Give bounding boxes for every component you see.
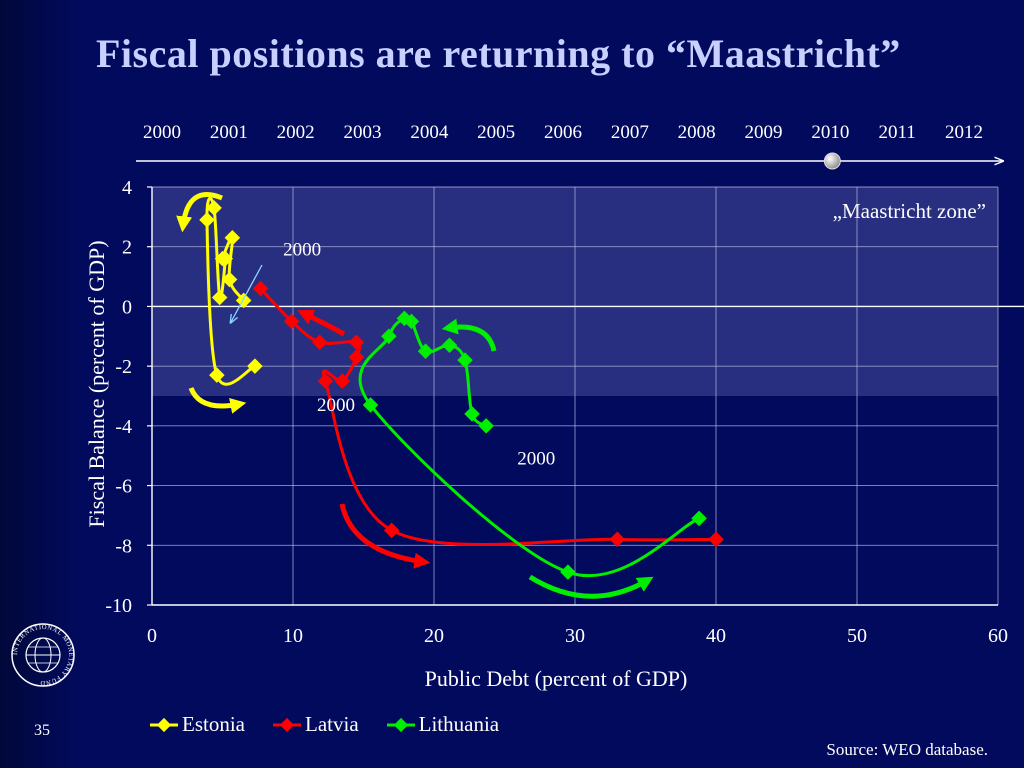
data-point [691, 510, 707, 527]
timeline-year-label: 2012 [945, 122, 983, 143]
x-tick-label: 60 [988, 625, 1008, 647]
data-point [560, 564, 576, 580]
y-tick-label: 0 [122, 296, 132, 318]
direction-arrow-lithuania-top [441, 318, 497, 352]
page-number: 35 [34, 722, 50, 739]
legend-label: Latvia [305, 712, 359, 736]
data-point [464, 406, 480, 422]
timeline-year-label: 2009 [745, 122, 783, 143]
legend-swatch [150, 717, 178, 732]
data-point [199, 212, 215, 228]
timeline-year-label: 2007 [611, 122, 649, 143]
y-tick-label: -4 [115, 416, 132, 438]
annotation-2000: 2000 [317, 395, 355, 416]
x-tick-label: 0 [147, 625, 157, 647]
direction-arrow-lithuania-bottom [528, 574, 654, 599]
timeline-year-label: 2008 [678, 122, 716, 143]
slide-title: Fiscal positions are returning to “Maast… [96, 31, 901, 76]
legend-label: Estonia [182, 712, 245, 736]
annotation-2000: 2000 [517, 449, 555, 470]
legend-swatch [386, 717, 415, 732]
timeline-year-label: 2006 [544, 122, 582, 143]
x-tick-label: 50 [847, 625, 867, 647]
x-tick-label: 40 [706, 625, 726, 647]
legend-item-lithuania: Lithuania [386, 712, 500, 737]
y-tick-label: 2 [122, 237, 132, 259]
direction-arrow-estonia-top [176, 192, 223, 233]
left-sidebar-strip [0, 0, 80, 768]
legend-item-estonia: Estonia [150, 712, 245, 737]
x-tick-label: 30 [565, 625, 585, 647]
legend-swatch [273, 717, 301, 732]
data-point [211, 289, 228, 306]
timeline-current-marker [823, 152, 841, 170]
imf-logo: INTERNATIONAL MONETARY FUND [11, 623, 75, 687]
direction-arrow-estonia-bottom [188, 386, 247, 414]
maastricht-zone-label: „Maastricht zone” [833, 199, 986, 223]
source-note: Source: WEO database. [826, 740, 988, 759]
data-point [206, 200, 222, 216]
legend-label: Lithuania [418, 712, 500, 736]
data-point [235, 292, 252, 309]
x-tick-label: 10 [283, 625, 303, 647]
y-tick-label: -6 [115, 476, 132, 498]
timeline-year-label: 2000 [143, 122, 181, 143]
y-tick-label: 4 [122, 177, 132, 199]
timeline-year-label: 2010 [811, 122, 849, 143]
x-axis-title: Public Debt (percent of GDP) [425, 666, 688, 691]
annotation-pointer [231, 264, 263, 322]
annotation-2000: 2000 [283, 240, 321, 261]
data-point [609, 531, 626, 548]
data-point [221, 271, 238, 288]
timeline-year-label: 2001 [210, 122, 248, 143]
x-tick-label: 20 [424, 625, 444, 647]
y-tick-label: -10 [105, 595, 132, 617]
timeline-year-label: 2002 [277, 122, 315, 143]
data-point [224, 229, 241, 246]
legend-item-latvia: Latvia [273, 712, 359, 737]
data-point [383, 522, 400, 539]
data-point [209, 367, 225, 383]
timeline-year-label: 2005 [477, 122, 515, 143]
y-axis-title: Fiscal Balance (percent of GDP) [84, 240, 109, 527]
data-point [478, 418, 494, 434]
direction-arrow-latvia-top [297, 309, 346, 337]
series-estonia [199, 197, 263, 386]
data-point [708, 531, 724, 548]
y-tick-label: -2 [115, 356, 132, 378]
timeline-year-label: 2011 [879, 122, 916, 143]
timeline-year-label: 2003 [344, 122, 382, 143]
direction-arrow-latvia-bottom [339, 503, 431, 569]
y-tick-label: -8 [115, 535, 132, 557]
timeline-year-label: 2004 [410, 122, 449, 143]
legend: Estonia Latvia Lithuania [150, 712, 499, 737]
